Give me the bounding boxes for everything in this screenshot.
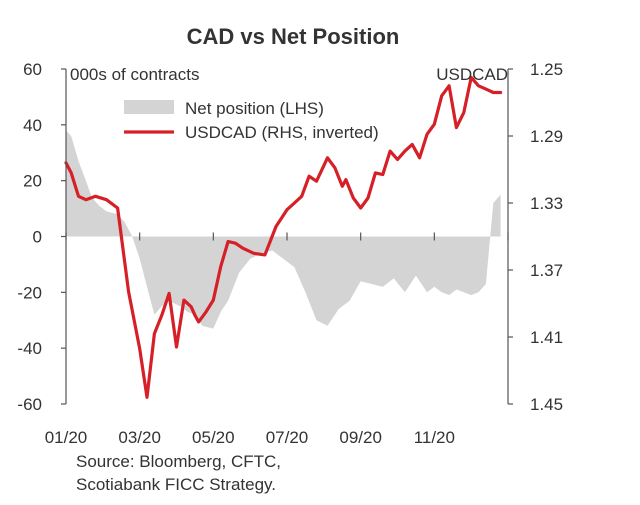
legend: Net position (LHS) USDCAD (RHS, inverted) (124, 99, 379, 142)
source-line: Scotiabank FICC Strategy. (76, 475, 276, 494)
left-tick-label: -60 (17, 395, 42, 414)
x-tick-label: 11/20 (414, 428, 455, 447)
left-tick-label: -40 (17, 339, 42, 358)
right-tick-label: 1.25 (530, 60, 563, 79)
right-tick-label: 1.41 (530, 328, 563, 347)
chart-title: CAD vs Net Position (187, 24, 400, 49)
right-unit-label: USDCAD (436, 65, 508, 84)
legend-swatch-net-position (124, 100, 174, 114)
left-unit-label: 000s of contracts (70, 65, 199, 84)
x-tick-label: 07/20 (266, 428, 309, 447)
series-layer (64, 75, 503, 399)
legend-label-net-position: Net position (LHS) (185, 99, 324, 118)
legend-label-usdcad: USDCAD (RHS, inverted) (185, 123, 379, 142)
right-tick-label: 1.29 (530, 127, 563, 146)
x-tick-label: 05/20 (192, 428, 235, 447)
x-tick-label: 09/20 (339, 428, 382, 447)
source-line: Source: Bloomberg, CFTC, (76, 452, 282, 471)
left-tick-label: 40 (23, 116, 42, 135)
left-tick-label: 60 (23, 60, 42, 79)
right-tick-label: 1.33 (530, 194, 563, 213)
left-tick-label: -20 (17, 283, 42, 302)
series-line-usdcad (64, 75, 503, 399)
x-tick-label: 01/20 (45, 428, 88, 447)
right-tick-label: 1.37 (530, 261, 563, 280)
left-tick-label: 20 (23, 172, 42, 191)
series-area-net-position (66, 130, 501, 329)
left-tick-label: 0 (33, 228, 42, 247)
ticks-layer: 60 40 20 0 -20 -40 -60 1.25 1.29 1.33 1.37 1.41 1.45… (17, 60, 563, 447)
right-tick-label: 1.45 (530, 395, 563, 414)
x-tick-label: 03/20 (118, 428, 161, 447)
source-note: Source: Bloomberg, CFTC, Scotiabank FICC… (76, 450, 281, 496)
